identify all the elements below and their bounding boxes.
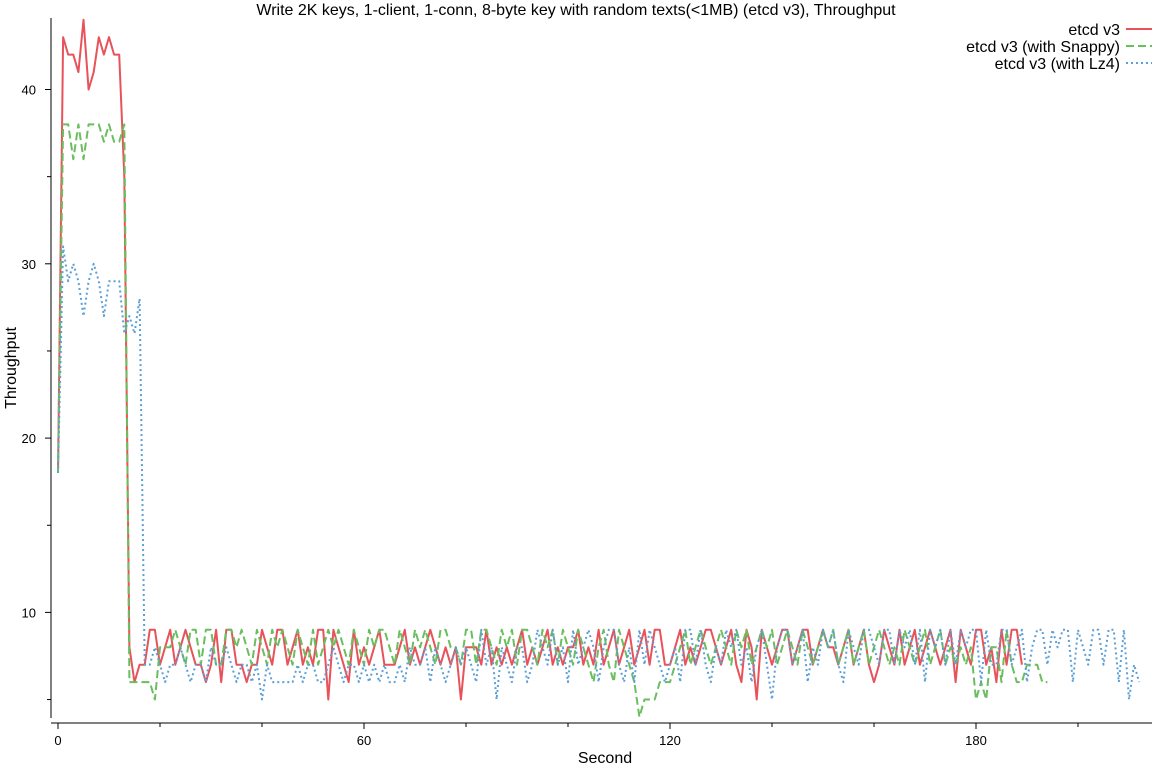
x-tick-label: 120 [659, 733, 681, 748]
y-tick-label: 30 [22, 257, 36, 272]
series-line-1 [57, 18, 1023, 701]
series-line-3 [57, 245, 1141, 701]
x-tick-label: 0 [54, 733, 61, 748]
y-tick-label: 10 [22, 605, 36, 620]
legend-label: etcd v3 [1068, 22, 1120, 39]
axes: 10 20 30 40 0 60 120 180 [22, 18, 1152, 748]
series-layer [57, 18, 1141, 718]
legend-label: etcd v3 (with Snappy) [966, 39, 1120, 56]
y-tick-label: 40 [22, 83, 36, 98]
x-axis-title: Second [578, 750, 632, 767]
y-axis-title: Throughput [3, 327, 20, 409]
x-tick-label: 60 [357, 733, 371, 748]
x-tick-label: 180 [965, 733, 987, 748]
chart-title: Write 2K keys, 1-client, 1-conn, 8-byte … [256, 2, 896, 19]
legend-label: etcd v3 (with Lz4) [995, 56, 1120, 73]
y-tick-label: 20 [22, 431, 36, 446]
series-line-2 [57, 123, 1048, 718]
